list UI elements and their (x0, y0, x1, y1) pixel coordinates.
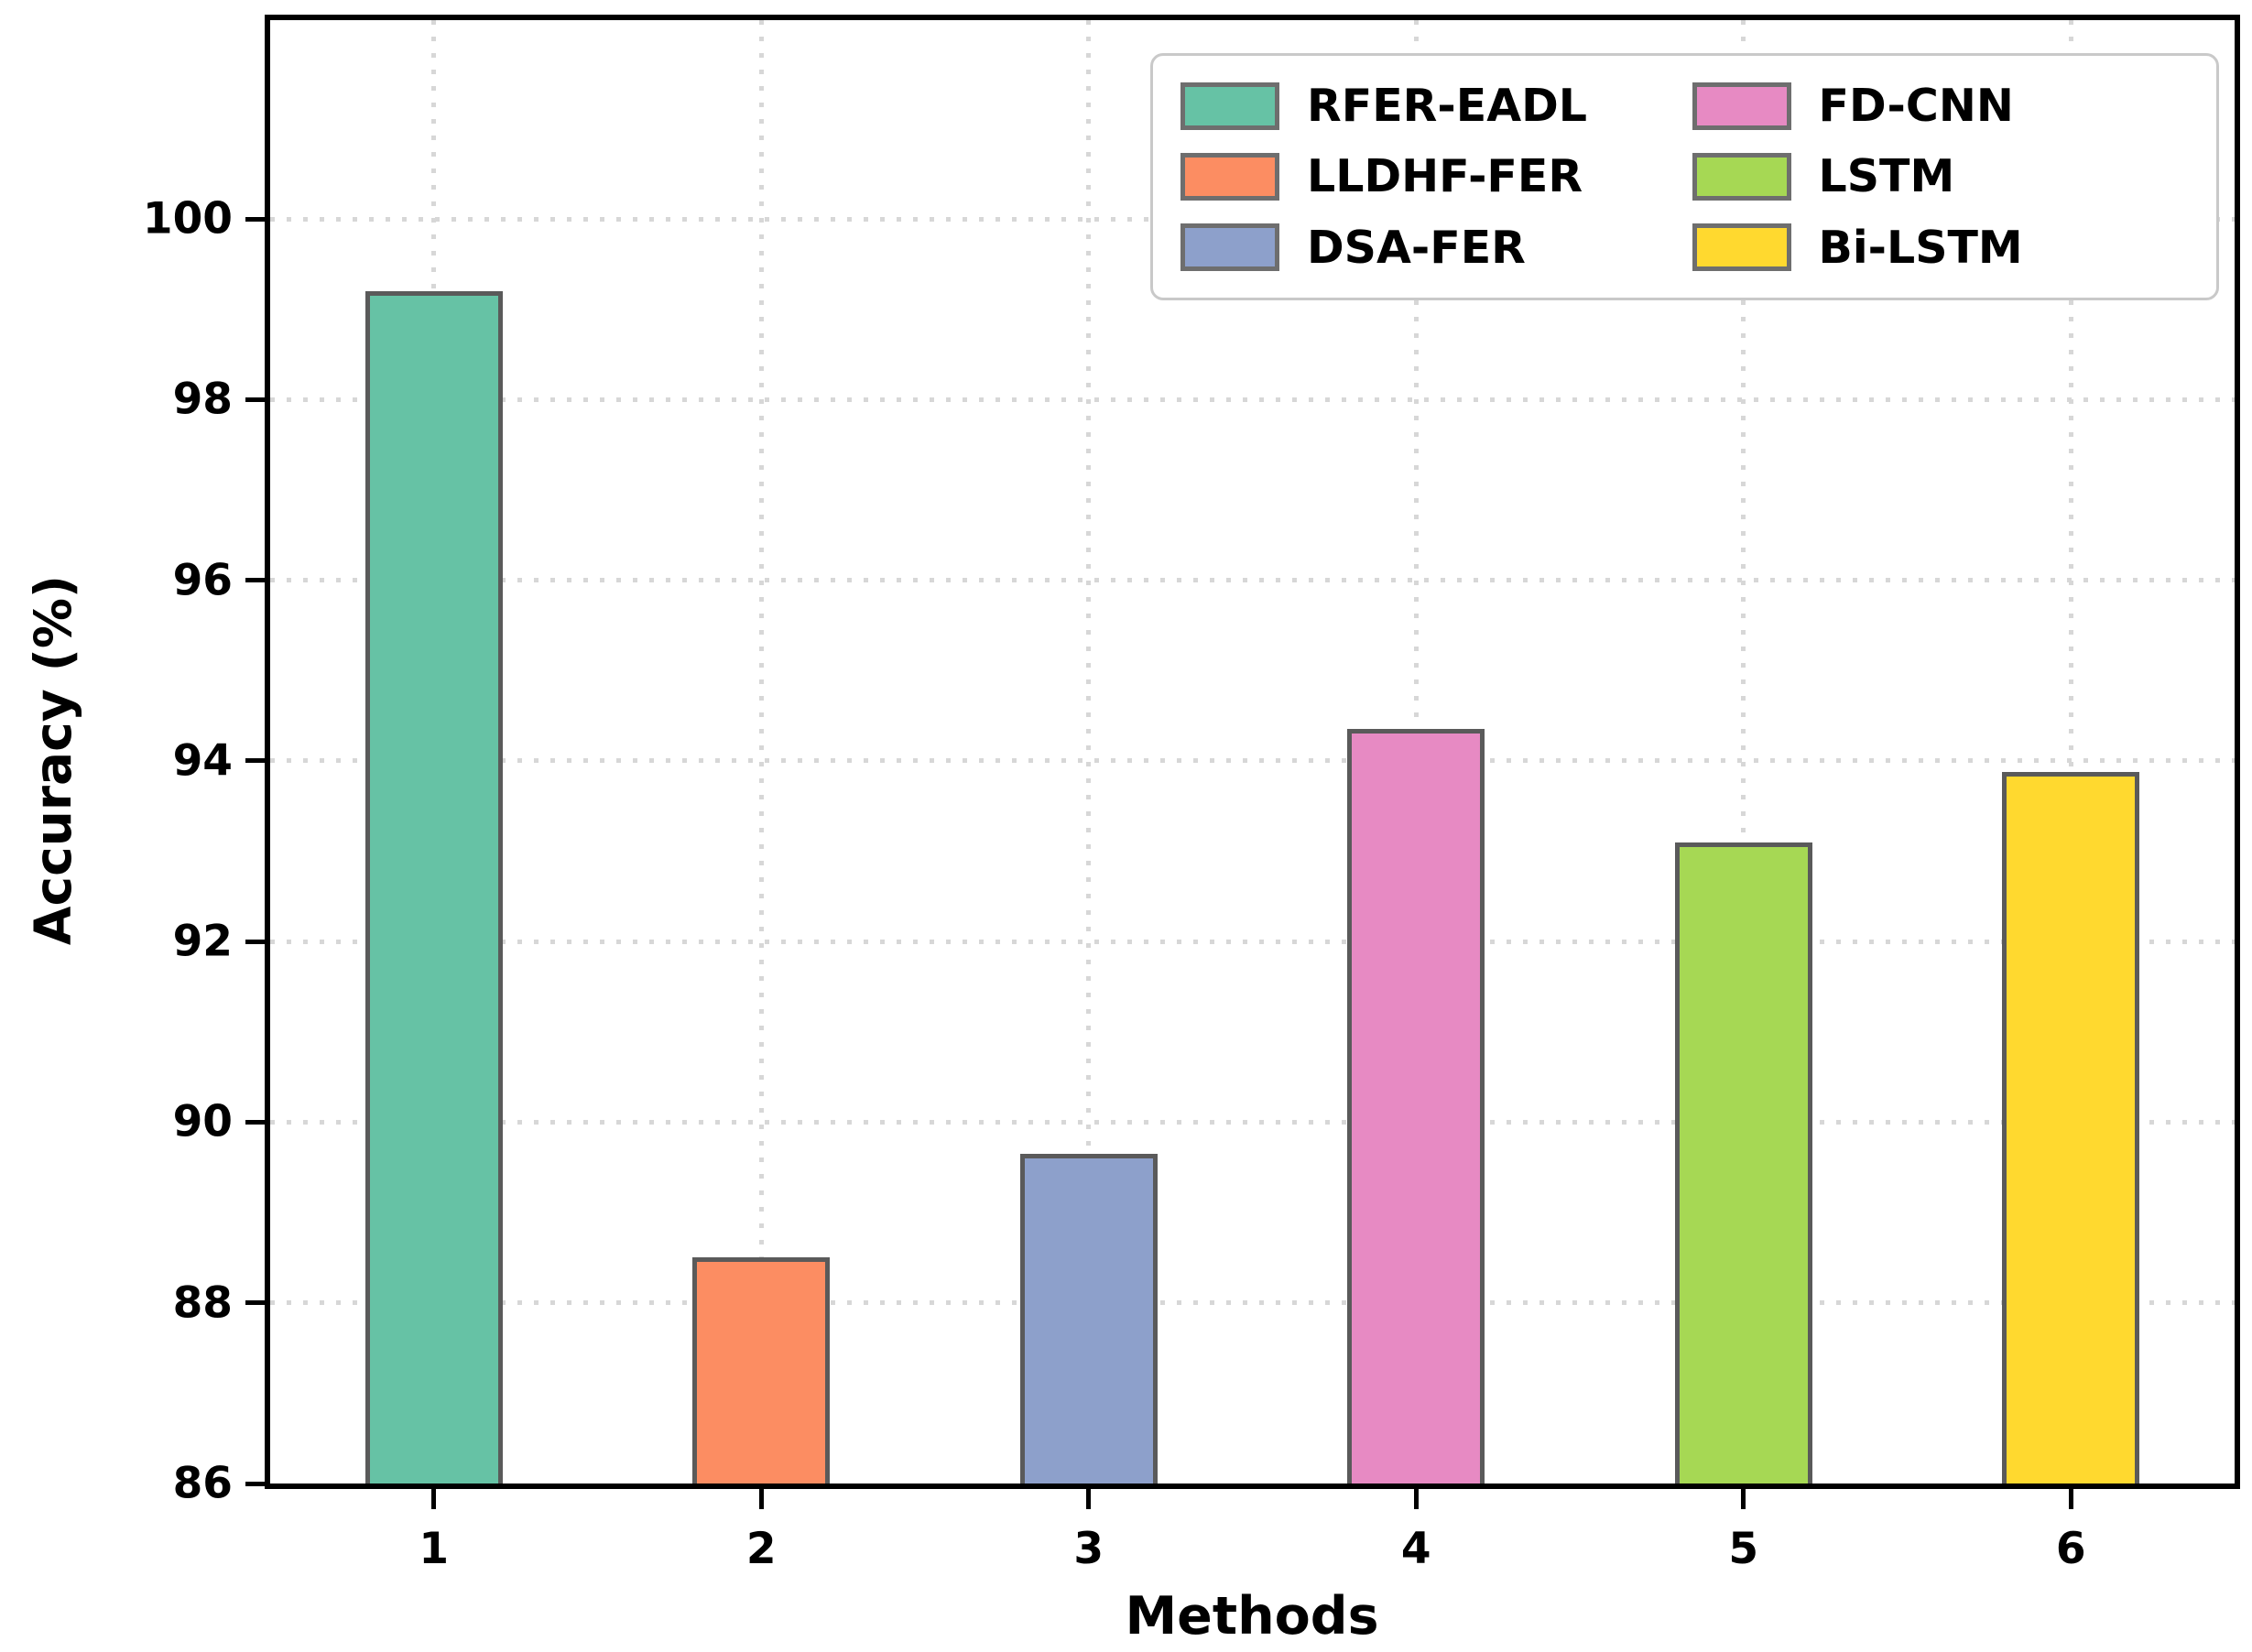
legend-swatch-lstm (1692, 152, 1791, 201)
legend-label: LSTM (1818, 150, 1955, 203)
y-tick-label: 86 (172, 1458, 233, 1509)
gridline-vertical (1741, 20, 1746, 1484)
y-tick-label: 98 (172, 374, 233, 425)
x-axis-title: Methods (1125, 1586, 1379, 1647)
gridline-horizontal (270, 758, 2235, 764)
y-tick-label: 96 (172, 555, 233, 606)
bar-lldhf-fer (692, 1257, 831, 1484)
legend-swatch-dsa-fer (1180, 223, 1279, 272)
gridline-horizontal (270, 1300, 2235, 1306)
x-tick-mark (1741, 1489, 1746, 1509)
y-tick-mark (245, 397, 265, 402)
legend-swatch-rfer-eadl (1180, 82, 1279, 130)
bar-rfer-eadl (364, 290, 503, 1484)
gridline-horizontal (270, 578, 2235, 583)
legend-item-fd-cnn: FD-CNN (1692, 82, 2204, 130)
gridline-vertical (758, 20, 764, 1484)
legend-item-dsa-fer: DSA-FER (1180, 221, 1692, 274)
bar-bi-lstm (2002, 771, 2140, 1484)
gridline-horizontal (270, 397, 2235, 402)
legend-swatch-fd-cnn (1692, 82, 1791, 130)
y-tick-label: 90 (172, 1096, 233, 1147)
legend-item-rfer-eadl: RFER-EADL (1180, 82, 1692, 130)
gridline-vertical (1086, 20, 1092, 1484)
legend-label: FD-CNN (1818, 80, 2014, 133)
bars-layer (270, 20, 2235, 1484)
y-tick-mark (245, 939, 265, 944)
y-tick-label: 100 (142, 193, 233, 245)
y-tick-label: 88 (172, 1277, 233, 1329)
legend-label: Bi-LSTM (1818, 221, 2023, 274)
x-tick-label: 2 (745, 1524, 777, 1574)
x-tick-label: 3 (1073, 1524, 1104, 1574)
y-tick-mark (245, 758, 265, 764)
x-tick-mark (1413, 1489, 1419, 1509)
y-tick-mark (245, 216, 265, 222)
y-tick-mark (245, 1481, 265, 1486)
gridline-horizontal (270, 1119, 2235, 1125)
legend-item-lldhf-fer: LLDHF-FER (1180, 150, 1692, 203)
x-tick-label: 6 (2055, 1524, 2086, 1574)
legend-swatch-bi-lstm (1692, 223, 1791, 272)
legend-label: DSA-FER (1307, 221, 1526, 274)
y-tick-mark (245, 1300, 265, 1306)
bar-fd-cnn (1347, 729, 1485, 1484)
y-tick-mark (245, 1119, 265, 1125)
x-tick-mark (1086, 1489, 1092, 1509)
x-tick-mark (2068, 1489, 2073, 1509)
legend-item-bi-lstm: Bi-LSTM (1692, 221, 2204, 274)
legend-label: LLDHF-FER (1307, 150, 1583, 203)
y-tick-label: 92 (172, 916, 233, 967)
legend: RFER-EADL LLDHF-FER DSA-FER FD-CNN LSTM Bi-LS… (1150, 53, 2219, 300)
bar-dsa-fer (1019, 1153, 1158, 1484)
legend-label: RFER-EADL (1307, 80, 1588, 133)
legend-swatch-lldhf-fer (1180, 152, 1279, 201)
legend-item-lstm: LSTM (1692, 150, 2204, 203)
x-tick-mark (431, 1489, 437, 1509)
x-tick-label: 4 (1400, 1524, 1431, 1574)
bar-lstm (1674, 842, 1812, 1484)
gridline-vertical (2068, 20, 2073, 1484)
y-tick-mark (245, 578, 265, 583)
x-tick-mark (758, 1489, 764, 1509)
y-tick-label: 94 (172, 735, 233, 787)
gridline-horizontal (270, 939, 2235, 944)
x-tick-label: 5 (1728, 1524, 1759, 1574)
x-tick-label: 1 (419, 1524, 450, 1574)
